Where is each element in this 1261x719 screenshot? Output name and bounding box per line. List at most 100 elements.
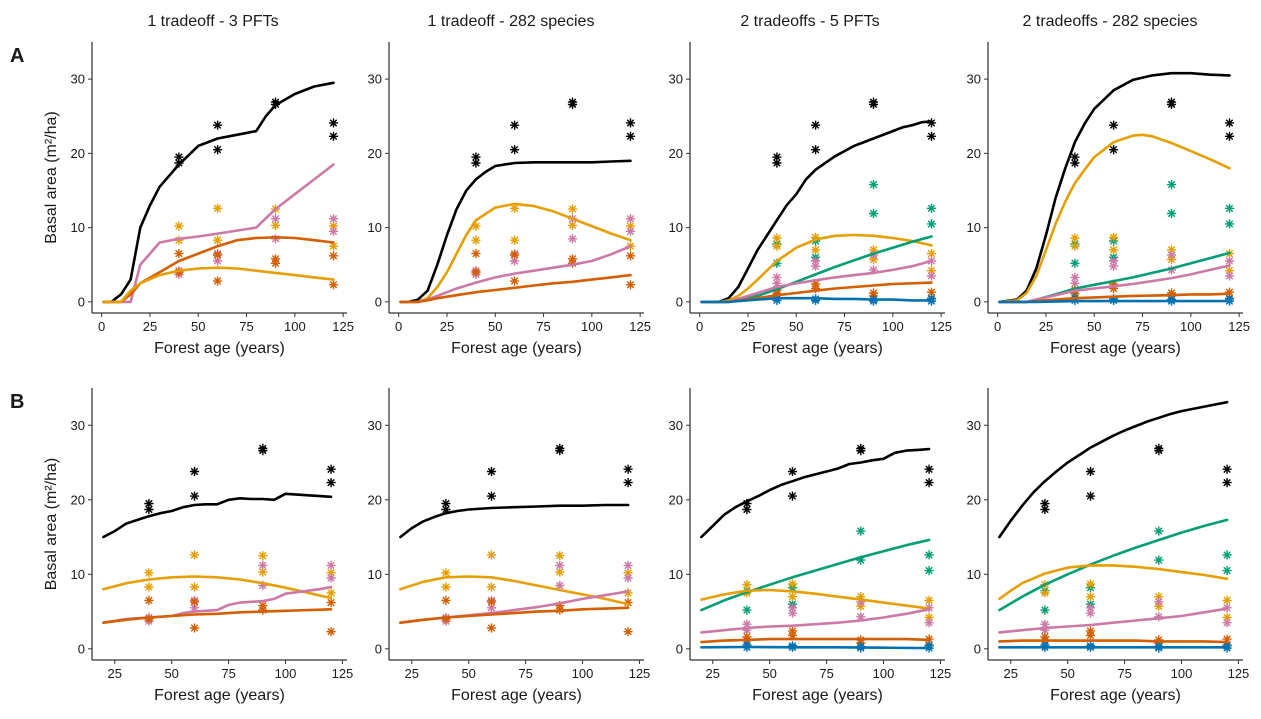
observation-point xyxy=(441,504,451,515)
observation-point xyxy=(772,152,782,162)
observation-point xyxy=(1166,250,1177,260)
series-line xyxy=(700,296,933,304)
x-axis-title: Forest age (years) xyxy=(154,687,285,704)
observation-point xyxy=(1166,99,1177,109)
observation-point xyxy=(926,131,937,141)
observation-point xyxy=(1040,504,1050,515)
observation-point xyxy=(189,491,200,501)
observation-point xyxy=(623,478,633,488)
x-tick-label: 100 xyxy=(284,319,306,334)
observation-point xyxy=(1040,619,1050,629)
x-tick-label: 125 xyxy=(629,666,651,681)
observation-point xyxy=(924,618,934,628)
observation-point xyxy=(1109,145,1119,155)
observation-point xyxy=(787,603,798,613)
observation-point xyxy=(270,234,281,244)
observation-point xyxy=(1109,261,1119,271)
observation-point xyxy=(258,580,268,591)
y-tick-label: 30 xyxy=(368,418,382,433)
series-line xyxy=(399,159,632,304)
observation-point xyxy=(625,251,636,261)
observation-point xyxy=(326,478,336,488)
y-tick-label: 20 xyxy=(71,492,85,507)
observation-point xyxy=(742,580,752,590)
observation-point xyxy=(213,250,223,260)
observation-point xyxy=(486,603,497,613)
chart-panel: 0 10 20 30 0 25 50 75 100 125 Forest age (years) Ba… xyxy=(43,42,354,357)
y-tick-label: 30 xyxy=(967,418,981,433)
observation-point xyxy=(189,582,200,592)
observation-point xyxy=(623,588,633,598)
series-line xyxy=(998,607,1229,634)
y-tick-label: 0 xyxy=(78,294,85,309)
y-axis-title: Basal area (m²/ha) xyxy=(43,458,60,591)
series-line xyxy=(998,518,1229,612)
x-axis-title: Forest age (years) xyxy=(752,340,883,357)
observation-point xyxy=(174,221,184,231)
observation-point xyxy=(189,550,200,560)
observation-point xyxy=(1085,608,1096,618)
x-tick-label: 75 xyxy=(819,666,833,681)
observation-point xyxy=(1040,588,1050,598)
column-title: 2 tradeoffs - 5 PFTs xyxy=(740,13,879,30)
x-tick-label: 125 xyxy=(930,666,952,681)
observation-point xyxy=(772,278,782,288)
y-tick-label: 10 xyxy=(71,567,85,582)
observation-point xyxy=(471,158,481,168)
chart-panel: 0 10 20 30 0 25 50 75 100 125 Forest age (years) xyxy=(669,42,952,357)
observation-point xyxy=(326,627,336,637)
series-line xyxy=(998,264,1231,304)
observation-point xyxy=(1109,283,1119,294)
observation-point xyxy=(924,612,934,623)
observation-point xyxy=(924,595,934,605)
series-line xyxy=(102,492,333,539)
y-tick-label: 0 xyxy=(78,641,85,656)
x-tick-label: 25 xyxy=(108,666,122,681)
y-tick-label: 30 xyxy=(669,418,683,433)
observation-point xyxy=(623,568,633,578)
x-tick-label: 0 xyxy=(98,319,105,334)
observation-point xyxy=(213,276,223,286)
observation-point xyxy=(1154,555,1164,565)
chart-panel: 0 10 20 30 25 50 75 100 125 Forest age (years) xyxy=(368,388,651,704)
observation-point xyxy=(1224,131,1235,141)
observation-point xyxy=(811,145,821,155)
observation-point xyxy=(326,464,336,474)
observation-point xyxy=(441,568,451,578)
series-line xyxy=(102,81,335,304)
y-tick-label: 10 xyxy=(368,567,382,582)
observation-point xyxy=(189,466,200,477)
x-tick-label: 100 xyxy=(581,319,603,334)
observation-point xyxy=(567,99,578,109)
observation-point xyxy=(856,555,866,565)
observation-point xyxy=(924,478,934,488)
observation-point xyxy=(213,256,223,266)
y-tick-label: 20 xyxy=(967,492,981,507)
x-axis-title: Forest age (years) xyxy=(451,340,582,357)
chart-panel: 0 10 20 30 0 25 50 75 100 125 Forest age (years) xyxy=(967,42,1250,357)
series-line xyxy=(998,299,1231,304)
observation-point xyxy=(924,464,934,474)
series-line xyxy=(102,266,335,304)
observation-point xyxy=(567,204,578,214)
observation-point xyxy=(174,152,184,162)
observation-point xyxy=(326,588,336,598)
observation-point xyxy=(189,623,200,633)
y-tick-label: 0 xyxy=(676,294,683,309)
y-tick-label: 0 xyxy=(375,294,382,309)
series-line xyxy=(399,503,630,539)
observation-point xyxy=(567,258,578,268)
observation-point xyxy=(1154,597,1164,607)
observation-point xyxy=(811,245,821,255)
series-line xyxy=(700,637,931,644)
x-tick-label: 75 xyxy=(837,319,851,334)
observation-point xyxy=(486,550,497,560)
observation-point xyxy=(1222,634,1232,644)
observation-point xyxy=(856,597,866,607)
y-tick-label: 30 xyxy=(967,72,981,87)
observation-point xyxy=(1085,592,1096,602)
chart-panel: 0 10 20 30 25 50 75 100 125 Forest age (years) Bas… xyxy=(43,388,353,704)
observation-point xyxy=(742,498,752,509)
observation-point xyxy=(328,280,339,290)
